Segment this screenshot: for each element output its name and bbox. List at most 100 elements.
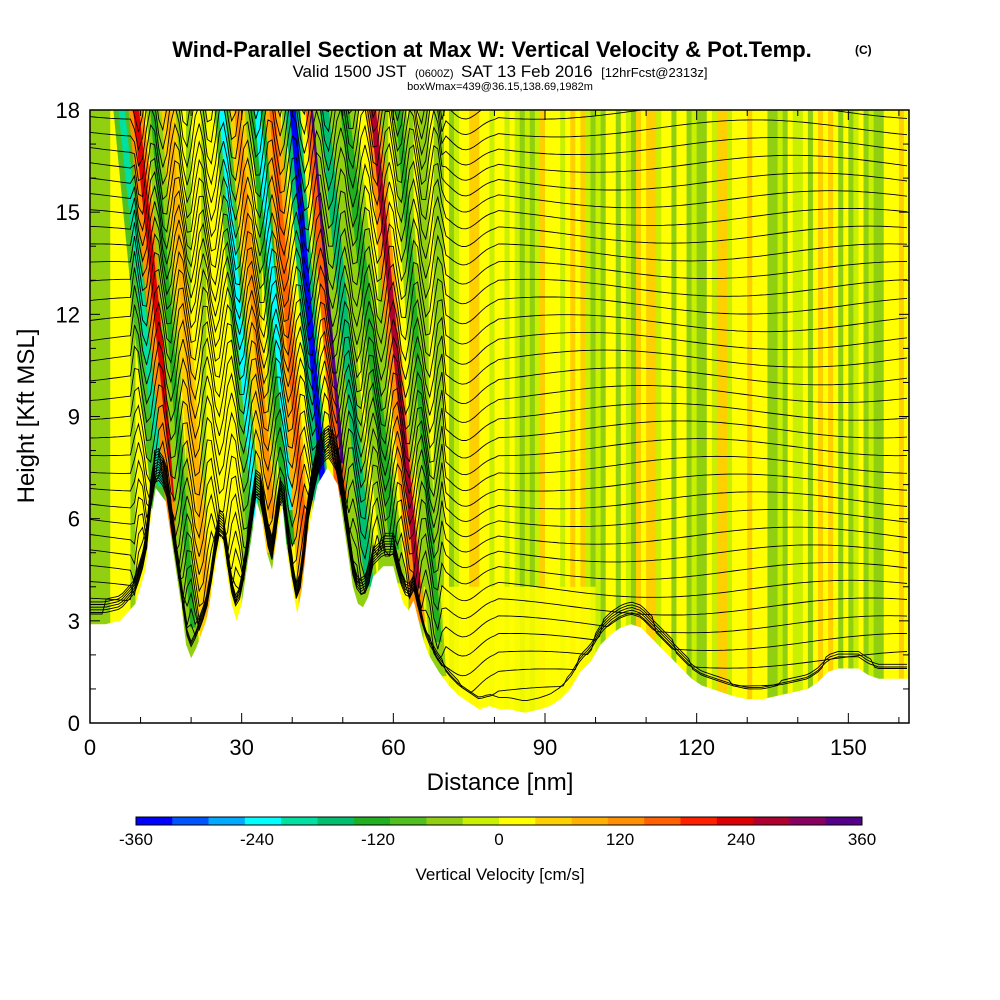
field-column [221,110,228,723]
field-column [408,110,415,723]
colorbar-swatch [825,817,863,825]
field-column [610,110,617,723]
colorbar-swatch [499,817,536,825]
colorbar-swatch [753,817,790,825]
theta-contour [90,267,908,346]
field-column [732,110,738,723]
colorbar-swatch [462,817,500,825]
potential-temperature-contours [90,110,908,702]
theta-contour [90,110,908,186]
chart-subtitle: Valid 1500 JST (0600Z) SAT 13 Feb 2016 [… [292,62,707,81]
colorbar-tick-label: -360 [119,830,153,849]
field-column [135,110,142,723]
field-column [545,110,551,723]
theta-contour [90,438,908,621]
field-column [802,110,809,723]
theta-contour [90,160,908,239]
x-tick-label: 90 [533,735,557,760]
colorbar-tick-label: -120 [361,830,395,849]
colorbar: -360 -240 -120 0 120 240 360 [119,816,876,849]
colorbar-swatch [426,817,463,825]
field-column [479,110,485,723]
field-column [787,110,794,723]
y-axis-label: Height [Kft MSL] [13,329,40,504]
y-tick-label: 0 [68,711,80,736]
plot-area [90,110,909,723]
field-column [893,110,900,723]
chart-title-unit: (C) [855,43,872,57]
y-tick-label: 6 [68,507,80,532]
field-column [833,110,839,723]
colorbar-swatch [644,817,681,825]
subtitle-fcst: [12hrFcst@2313z] [601,65,707,80]
field-column [807,110,814,723]
field-column [474,110,480,723]
field-column [767,110,774,723]
field-column [595,110,602,723]
field-column [539,110,546,723]
y-tick-label: 15 [56,200,80,225]
y-tick-label: 3 [68,609,80,634]
x-tick-label: 150 [830,735,867,760]
theta-contour [90,427,908,557]
field-column [681,110,688,723]
field-column [888,110,895,723]
x-tick-label: 30 [229,735,253,760]
colorbar-swatch [281,817,318,825]
theta-contour [90,301,908,382]
theta-contour [90,232,908,311]
field-column [529,110,536,723]
field-column [777,110,784,723]
shear-band-core [370,110,421,589]
field-column [605,110,612,723]
theta-contour [90,110,908,152]
field-column [565,110,571,723]
y-tick-label: 9 [68,405,80,430]
field-column [438,110,445,723]
theta-contour [90,142,908,223]
shear-band-core [395,110,442,643]
field-column [115,110,121,723]
field-column [757,110,763,723]
field-column [823,110,829,723]
colorbar-tick-label: 240 [727,830,755,849]
field-column [555,110,561,723]
field-column [651,110,657,723]
field-column [322,110,329,723]
field-column [656,110,662,723]
colorbar-swatch [571,817,609,825]
y-tick-label: 18 [56,98,80,123]
colorbar-swatch [244,817,282,825]
subtitle-date: SAT 13 Feb 2016 [461,62,593,81]
field-column [853,110,860,723]
field-column [206,110,212,723]
theta-contour [90,372,908,450]
field-column [696,110,703,723]
colorbar-swatch [136,817,173,825]
terrain-mask [90,467,909,723]
field-column [752,110,758,723]
field-column [489,110,496,723]
field-column [428,110,435,723]
field-column [443,110,450,723]
field-column [706,110,713,723]
field-column [666,110,672,723]
y-tick-label: 12 [56,302,80,327]
field-column [201,110,207,723]
theta-contour [90,215,908,293]
field-column [828,110,834,723]
field-column [701,110,708,723]
field-column [433,110,440,723]
theta-contour [90,284,908,364]
field-column [110,110,116,723]
field-column [812,110,819,723]
colorbar-swatch [535,817,572,825]
field-column [878,110,885,723]
colorbar-swatch [390,817,427,825]
theta-contour [90,250,908,328]
field-column [858,110,865,723]
x-tick-label: 60 [381,735,405,760]
field-column [100,110,106,723]
theta-contour [90,177,908,257]
field-column [211,110,217,723]
